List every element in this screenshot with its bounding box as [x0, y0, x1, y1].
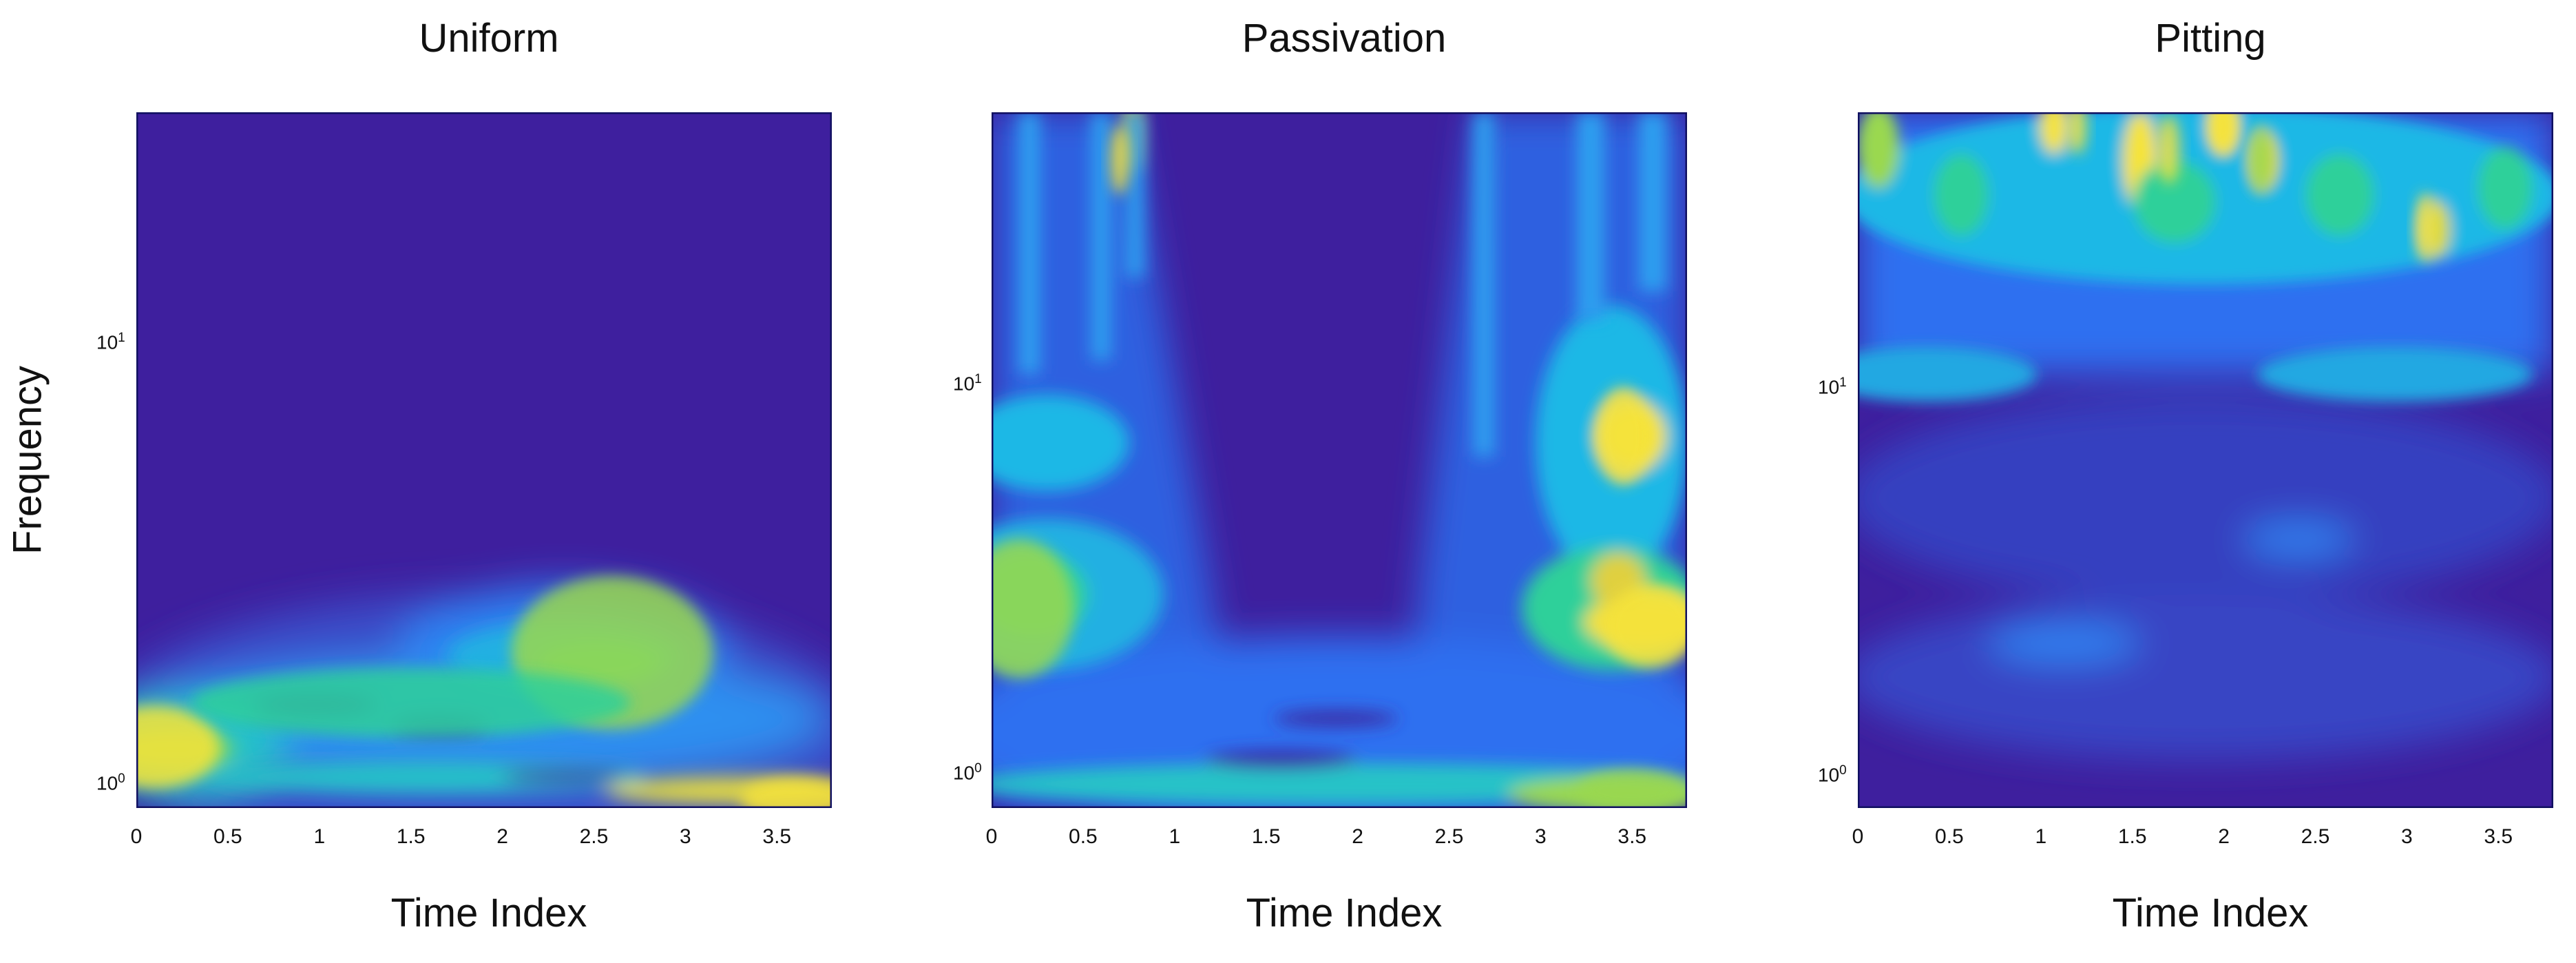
x-tick-label: 2 [1352, 825, 1363, 848]
heatmap-plot [992, 112, 1687, 808]
x-tick-label: 1 [313, 825, 326, 848]
x-axis-label: Time Index [390, 891, 587, 935]
x-tick-label: 0 [1852, 825, 1864, 848]
y-tick-label: 101 [96, 331, 125, 353]
x-tick-label: 2.5 [579, 825, 609, 848]
y-tick-label: 100 [953, 761, 982, 784]
heatmap-hotspot [1595, 387, 1651, 485]
heatmap-hotspot [2212, 112, 2235, 155]
heatmap-hotspot [2249, 125, 2272, 195]
heatmap-hotspot [191, 667, 631, 738]
x-tick-label: 3.5 [2484, 825, 2513, 848]
x-tick-label: 2.5 [2301, 825, 2330, 848]
chart-title: Passivation [1242, 16, 1447, 61]
y-tick-label: 101 [1818, 375, 1847, 398]
chart-title: Pitting [2155, 16, 2266, 61]
x-tick-label: 1.5 [2117, 825, 2147, 848]
x-tick-label: 2 [2218, 825, 2230, 848]
x-tick-label: 2 [496, 825, 508, 848]
x-tick-label: 0 [985, 825, 998, 848]
x-tick-label: 1.5 [1251, 825, 1281, 848]
x-tick-label: 3.5 [762, 825, 792, 848]
x-tick-label: 1 [2035, 825, 2047, 848]
y-axis-label: Frequency [5, 365, 50, 555]
x-tick-label: 1 [1169, 825, 1181, 848]
x-tick-label: 3.5 [1617, 825, 1647, 848]
heatmap-hotspot [2157, 114, 2180, 185]
heatmap-hotspot [1577, 769, 1687, 808]
x-axis-label: Time Index [1246, 891, 1443, 935]
x-tick-label: 0 [130, 825, 143, 848]
x-tick-label: 3 [680, 825, 691, 848]
x-tick-label: 0.5 [1935, 825, 1964, 848]
x-axis-label: Time Index [2112, 891, 2309, 935]
y-tick-label: 100 [1818, 763, 1847, 786]
heatmap-svg [992, 112, 1687, 808]
chart-panel-pitting: Pitting [1818, 0, 2568, 963]
heatmap-plot [136, 112, 832, 808]
heatmap-svg [1858, 112, 2553, 808]
heatmap-hotspot [740, 778, 832, 808]
chart-title: Uniform [419, 16, 559, 61]
heatmap-plot [1858, 112, 2553, 808]
chart-panel-passivation: Passivation [953, 0, 1702, 963]
heatmap-hotspot [2416, 192, 2435, 262]
y-tick-label: 101 [953, 372, 982, 395]
x-tick-label: 1.5 [396, 825, 426, 848]
y-tick-label: 100 [96, 772, 125, 794]
chart-panel-uniform: Uniform [96, 0, 847, 963]
heatmap-hotspot [1110, 125, 1129, 195]
heatmap-hotspot [136, 705, 219, 789]
heatmap-hotspot [992, 539, 1074, 679]
x-tick-label: 3 [1535, 825, 1547, 848]
heatmap-hotspot [2068, 112, 2087, 155]
x-tick-label: 2.5 [1434, 825, 1464, 848]
x-tick-label: 0.5 [213, 825, 242, 848]
heatmap-hotspot [1604, 584, 1687, 668]
heatmap-svg [136, 112, 832, 808]
x-tick-label: 0.5 [1069, 825, 1098, 848]
x-tick-label: 3 [2401, 825, 2413, 848]
